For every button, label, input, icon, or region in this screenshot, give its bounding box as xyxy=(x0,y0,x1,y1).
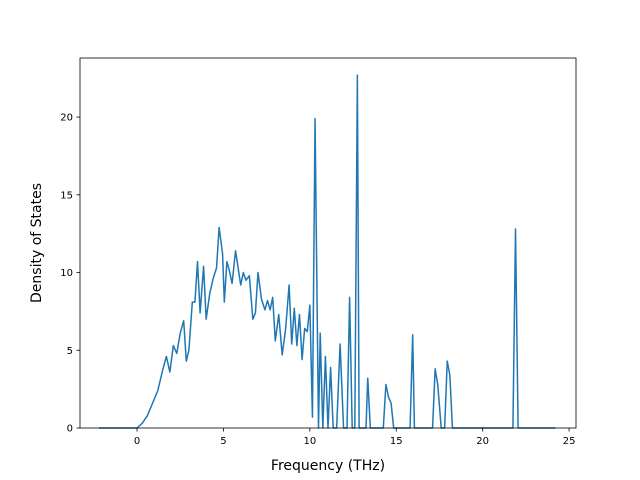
x-tick-label: 20 xyxy=(476,436,489,447)
y-tick-label: 0 xyxy=(67,424,73,435)
y-tick-label: 20 xyxy=(60,113,73,124)
y-tick-label: 10 xyxy=(60,268,73,279)
tick-group: 0 5 10 15 20 25 0 5 10 15 20 xyxy=(60,113,575,447)
y-axis-label: Density of States xyxy=(29,183,45,303)
plot-area xyxy=(99,74,556,429)
x-tick-label: 5 xyxy=(220,436,226,447)
y-tick-label: 15 xyxy=(60,190,73,201)
x-tick-label: 10 xyxy=(303,436,316,447)
y-tick-label: 5 xyxy=(67,346,73,357)
x-tick-label: 0 xyxy=(134,436,140,447)
x-tick-label: 15 xyxy=(390,436,403,447)
dos-series-line-0 xyxy=(99,74,556,429)
x-axis-label: Frequency (THz) xyxy=(271,458,385,474)
axes-frame xyxy=(79,57,577,429)
x-tick-label: 25 xyxy=(563,436,576,447)
